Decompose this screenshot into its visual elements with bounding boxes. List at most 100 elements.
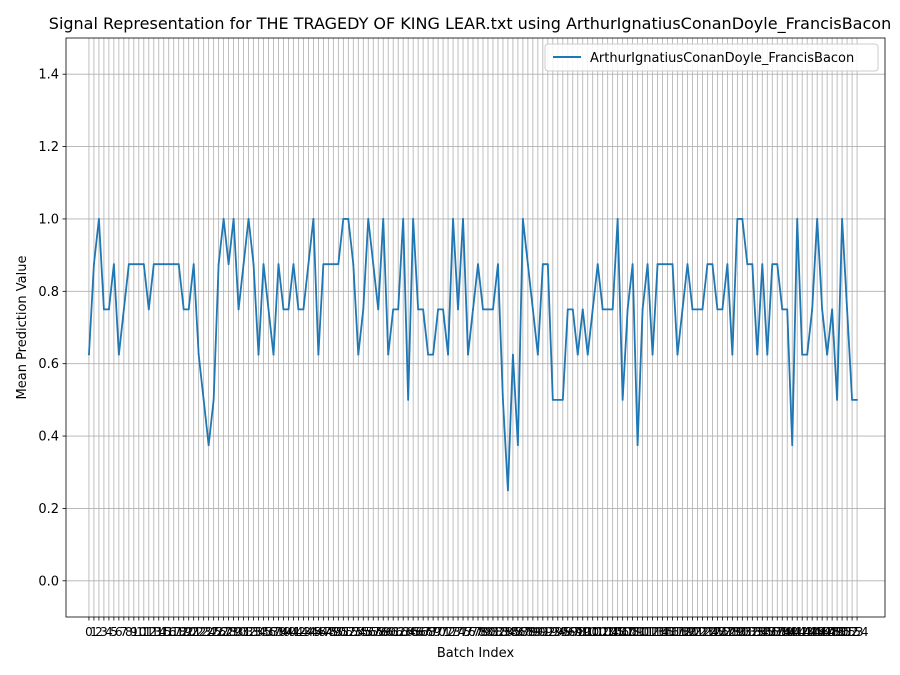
x-tick-label: 103: [591, 625, 614, 639]
data-point: [402, 218, 405, 220]
x-tick-label: 60: [381, 625, 396, 639]
x-tick-label: 33: [246, 625, 261, 639]
x-tick-label: 75: [455, 625, 470, 639]
x-tick-label: 86: [510, 625, 525, 639]
data-point: [462, 218, 464, 220]
x-tick-label: 91: [535, 625, 550, 639]
data-point: [806, 353, 809, 356]
x-tick-label: 128: [716, 625, 739, 639]
y-tick-label: 1.0: [38, 212, 59, 227]
x-tick-label: 10: [131, 625, 146, 639]
data-point: [586, 353, 589, 356]
data-point: [851, 398, 853, 401]
x-tick-label: 132: [736, 625, 759, 639]
data-point: [142, 263, 145, 266]
data-point: [262, 263, 265, 266]
x-tick-label: 141: [781, 625, 804, 639]
x-tick-label: 101: [581, 625, 604, 639]
x-tick-label: 151: [831, 625, 854, 639]
x-tick-label: 14: [151, 625, 166, 639]
data-point: [556, 398, 559, 401]
x-tick-label: 107: [611, 625, 634, 639]
x-tick-label: 79: [475, 625, 490, 639]
data-point: [816, 218, 819, 220]
data-point: [103, 308, 105, 311]
x-tick-label: 64: [401, 625, 416, 639]
x-tick-label: 122: [686, 625, 709, 639]
x-tick-label: 117: [661, 625, 684, 639]
x-tick-label: 59: [376, 625, 391, 639]
x-tick-label: 15: [156, 625, 171, 639]
x-tick-label: 52: [341, 625, 356, 639]
x-tick-label: 49: [326, 625, 341, 639]
data-point: [516, 444, 519, 447]
data-point: [322, 263, 325, 266]
x-tick-label: 152: [836, 625, 859, 639]
x-tick-label: 25: [206, 625, 221, 639]
data-point: [357, 353, 360, 356]
data-point: [831, 308, 834, 311]
data-point: [197, 353, 200, 356]
x-tick-label: 125: [701, 625, 724, 639]
data-point: [407, 398, 410, 401]
data-point: [651, 353, 654, 356]
data-point: [512, 353, 514, 356]
y-tick-label: 1.2: [38, 140, 59, 155]
x-tick-label: 63: [396, 625, 411, 639]
data-point: [207, 444, 210, 447]
x-tick-label: 105: [601, 625, 624, 639]
data-point: [447, 353, 449, 356]
data-point: [836, 398, 839, 401]
data-point: [776, 263, 779, 266]
data-point: [811, 308, 814, 311]
x-tick-label: 55: [356, 625, 371, 639]
x-tick-label: 54: [351, 625, 366, 639]
data-point: [631, 263, 634, 266]
x-tick-label: 39: [276, 625, 291, 639]
x-tick-label: 13: [146, 625, 161, 639]
x-tick-label: 100: [576, 625, 599, 639]
x-tick-label: 51: [336, 625, 351, 639]
x-tick-label: 29: [226, 625, 241, 639]
plot-area: [66, 38, 885, 617]
data-point: [267, 308, 270, 311]
x-tick-label: 61: [386, 625, 401, 639]
data-point: [382, 218, 385, 220]
data-point: [277, 263, 280, 266]
data-point: [337, 263, 340, 266]
x-tick-label: 43: [296, 625, 311, 639]
data-point: [152, 263, 155, 266]
data-point: [252, 263, 255, 266]
data-point: [746, 263, 749, 266]
x-tick-label: 20: [181, 625, 196, 639]
x-tick-label: 9: [130, 625, 138, 639]
x-tick-label: 3: [100, 625, 108, 639]
data-point: [841, 218, 844, 220]
data-point: [741, 218, 744, 220]
series-layer: [88, 218, 858, 492]
x-tick-label: 1: [90, 625, 98, 639]
x-tick-label: 96: [560, 625, 575, 639]
data-point: [671, 263, 674, 266]
data-point: [661, 263, 664, 266]
x-tick-label: 115: [651, 625, 674, 639]
data-point: [536, 353, 539, 356]
data-point: [821, 308, 824, 311]
data-point: [507, 489, 509, 492]
data-point: [686, 263, 689, 266]
y-tick-label: 0.2: [38, 502, 59, 517]
x-tick-label: 8: [125, 625, 133, 639]
data-point: [571, 308, 574, 311]
x-tick-label: 12: [141, 625, 156, 639]
x-tick-label: 134: [746, 625, 769, 639]
data-point: [601, 308, 604, 311]
data-point: [766, 353, 769, 356]
x-tick-label: 36: [261, 625, 276, 639]
data-point: [272, 353, 275, 356]
x-tick-label: 104: [596, 625, 619, 639]
data-point: [711, 263, 714, 266]
data-point: [352, 263, 355, 266]
x-tick-label: 22: [191, 625, 206, 639]
data-point: [721, 308, 724, 311]
